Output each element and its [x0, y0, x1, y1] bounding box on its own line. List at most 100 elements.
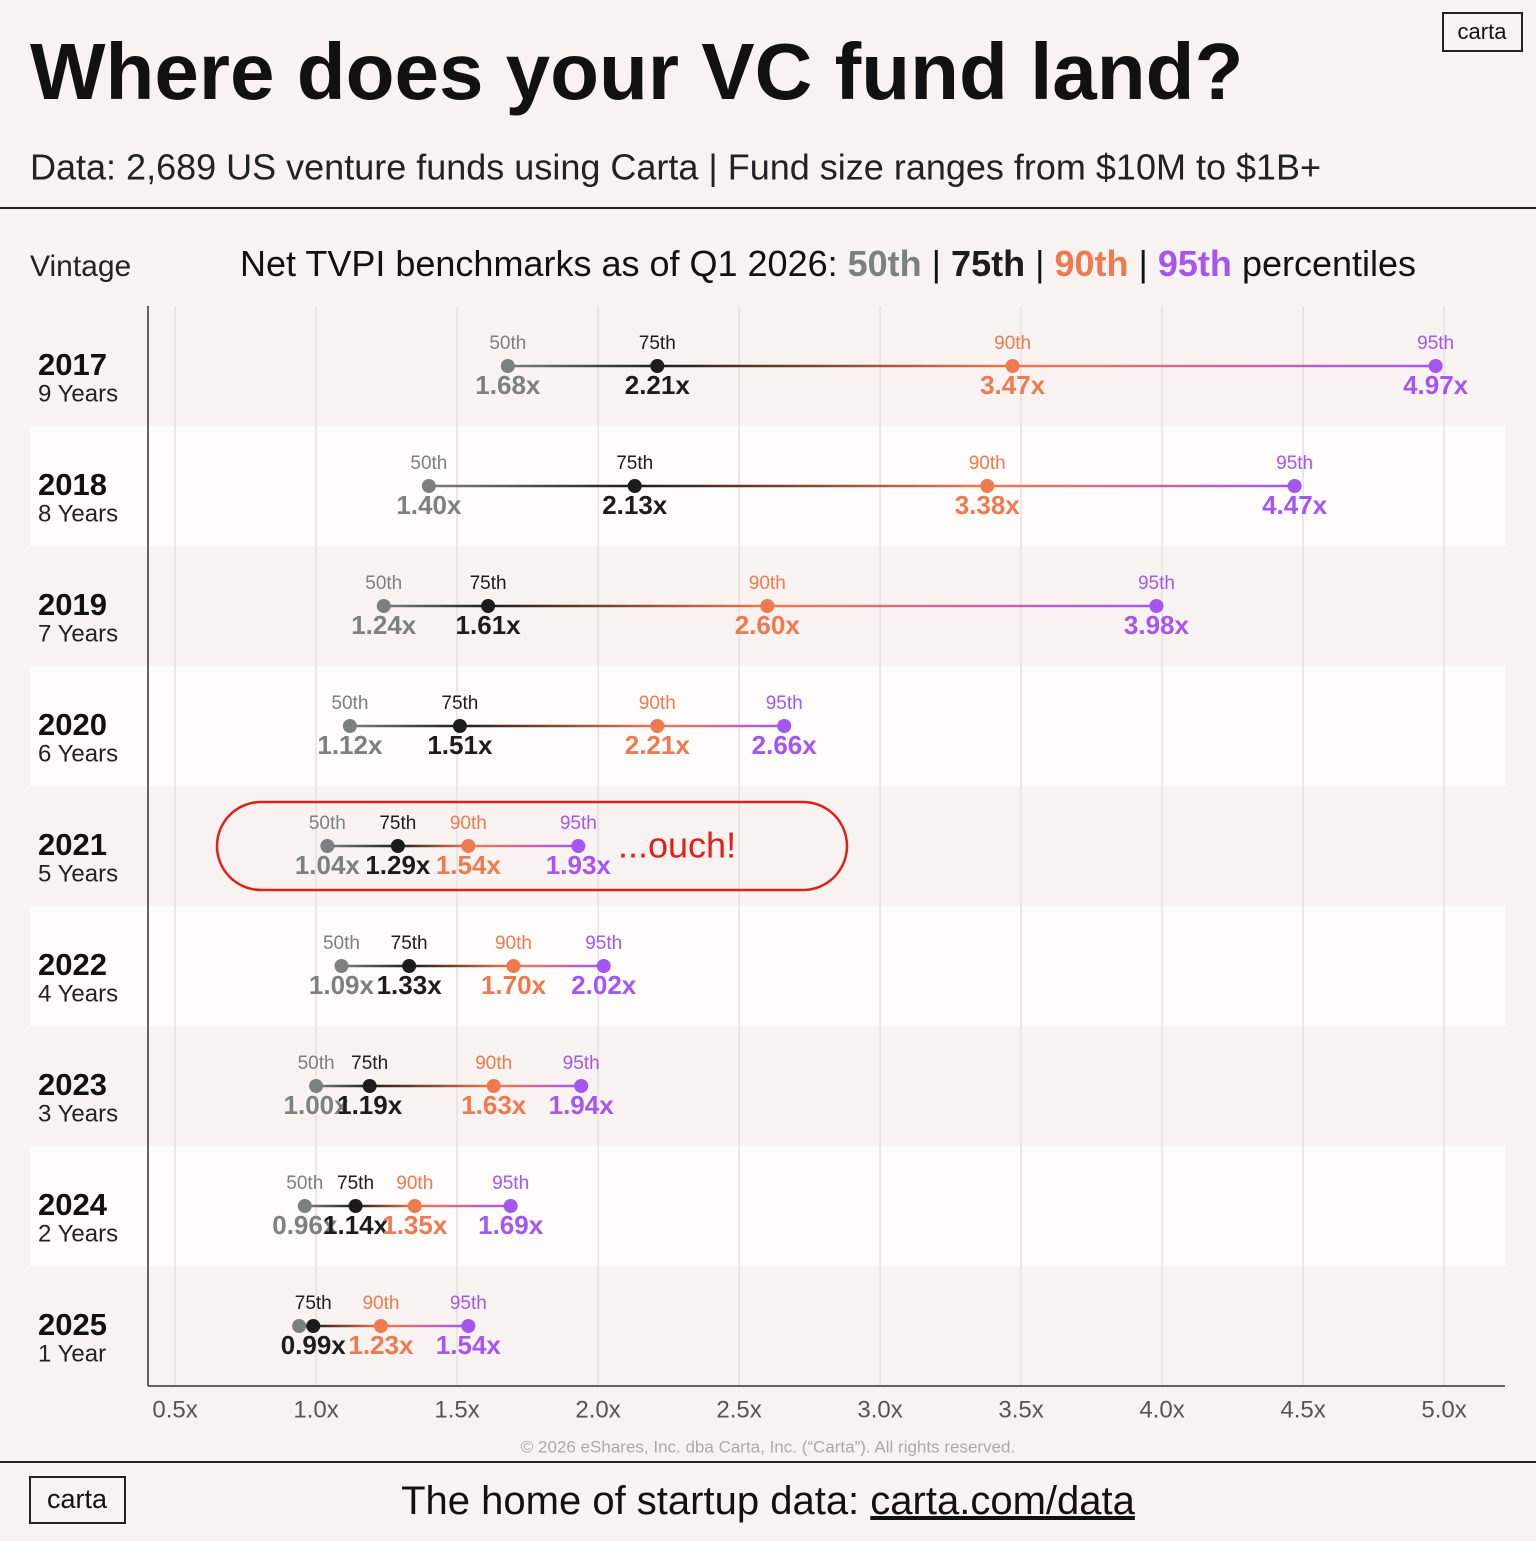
header-suffix: percentiles: [1242, 243, 1416, 284]
value-label: 1.54x: [436, 1330, 502, 1360]
point: [452, 719, 467, 733]
value-label: 1.94x: [549, 1090, 615, 1120]
point: [292, 1319, 307, 1333]
point: [297, 1199, 312, 1213]
category-sublabel: 3 Years: [38, 1100, 118, 1127]
point-name: 50th: [323, 933, 360, 954]
x-tick-label: 0.5x: [152, 1396, 197, 1423]
value-label: 1.35x: [382, 1210, 448, 1240]
point: [481, 599, 496, 613]
plot-area: 0.5x 1.0x 1.5x 2.0x 2.5x 3.0x 3.5x 4.0x 4.5x 5.0x…: [30, 306, 1505, 1423]
value-label: 0.96x: [272, 1210, 338, 1240]
point-name: 50th: [309, 813, 346, 834]
point-name: 95th: [563, 1053, 600, 1074]
point: [486, 1079, 501, 1093]
point-name: 95th: [585, 933, 622, 954]
value-label: 3.98x: [1124, 610, 1190, 640]
value-label: 1.09x: [309, 970, 375, 1000]
category-sublabel: 7 Years: [38, 620, 118, 647]
point-name: 95th: [1138, 573, 1175, 594]
x-tick-label: 1.0x: [293, 1396, 338, 1423]
footer: The home of startup data: carta.com/data: [401, 1479, 1135, 1523]
point-name: 50th: [489, 333, 526, 354]
value-label: 1.93x: [546, 850, 612, 880]
point: [506, 959, 521, 973]
category-sublabel: 8 Years: [38, 500, 118, 527]
category-label: 2021: [38, 827, 107, 862]
legend-entry: 95th: [1158, 243, 1232, 284]
point: [1428, 359, 1443, 373]
point: [627, 479, 642, 493]
point-name: 90th: [639, 693, 676, 714]
footer-text: The home of startup data:: [401, 1479, 859, 1523]
annotation-box: [215, 800, 849, 892]
category-label: 2025: [38, 1307, 107, 1342]
value-label: 0.99x: [281, 1330, 347, 1360]
point: [980, 479, 995, 493]
point-name: 90th: [396, 1173, 433, 1194]
point: [503, 1199, 518, 1213]
x-tick-label: 2.0x: [575, 1396, 620, 1423]
point: [760, 599, 775, 613]
point: [362, 1079, 377, 1093]
category-sublabel: 2 Years: [38, 1220, 118, 1247]
logo-box: [29, 1476, 126, 1524]
point-name: 90th: [450, 813, 487, 834]
x-tick-label: 3.0x: [857, 1396, 902, 1423]
point: [373, 1319, 388, 1333]
point-name: 75th: [351, 1053, 388, 1074]
point: [500, 359, 515, 373]
point-name: 95th: [1276, 453, 1313, 474]
point: [1005, 359, 1020, 373]
annotation: ...ouch!: [618, 825, 736, 866]
value-label: 3.38x: [955, 490, 1021, 520]
header-separator: |: [1139, 243, 1148, 284]
point-name: 75th: [379, 813, 416, 834]
category-sublabel: 1 Year: [38, 1340, 106, 1367]
point: [421, 479, 436, 493]
value-label: 2.21x: [625, 370, 691, 400]
legend-entry: 90th: [1054, 243, 1128, 284]
point-name: 90th: [495, 933, 532, 954]
point-name: 75th: [391, 933, 428, 954]
point-name: 75th: [470, 573, 507, 594]
point-name: 90th: [969, 453, 1006, 474]
value-label: 1.68x: [475, 370, 541, 400]
header-separator: |: [932, 243, 941, 284]
point-name: 50th: [410, 453, 447, 474]
value-label: 2.02x: [571, 970, 637, 1000]
category-label: 2024: [38, 1187, 108, 1222]
x-tick-label: 4.5x: [1280, 1396, 1325, 1423]
value-label: 1.70x: [481, 970, 547, 1000]
value-label: 1.51x: [427, 730, 493, 760]
chart-title: Where does your VC fund land?: [30, 27, 1243, 116]
value-label: 4.47x: [1262, 490, 1328, 520]
point: [334, 959, 349, 973]
value-label: 1.61x: [456, 610, 522, 640]
value-label: 3.47x: [980, 370, 1046, 400]
category-sublabel: 9 Years: [38, 380, 118, 407]
point: [650, 719, 665, 733]
point-name: 95th: [560, 813, 597, 834]
point: [1287, 479, 1302, 493]
point: [574, 1079, 589, 1093]
point-name: 50th: [286, 1173, 323, 1194]
x-tick-label: 1.5x: [434, 1396, 479, 1423]
point: [461, 1319, 476, 1333]
point-name: 75th: [616, 453, 653, 474]
point: [571, 839, 586, 853]
logo: carta: [1458, 19, 1508, 44]
footer-link[interactable]: carta.com/data: [870, 1479, 1135, 1523]
chart-subtitle: Data: 2,689 US venture funds using Carta…: [30, 147, 1321, 188]
point-name: 50th: [331, 693, 368, 714]
value-label: 1.24x: [351, 610, 417, 640]
point-name: 75th: [337, 1173, 374, 1194]
header-separator: |: [1035, 243, 1044, 284]
x-tick-label: 2.5x: [716, 1396, 761, 1423]
value-label: 1.00x: [284, 1090, 350, 1120]
x-tick-label: 5.0x: [1421, 1396, 1466, 1423]
value-label: 1.19x: [337, 1090, 403, 1120]
value-label: 1.69x: [478, 1210, 544, 1240]
point: [320, 839, 335, 853]
value-label: 1.54x: [436, 850, 502, 880]
